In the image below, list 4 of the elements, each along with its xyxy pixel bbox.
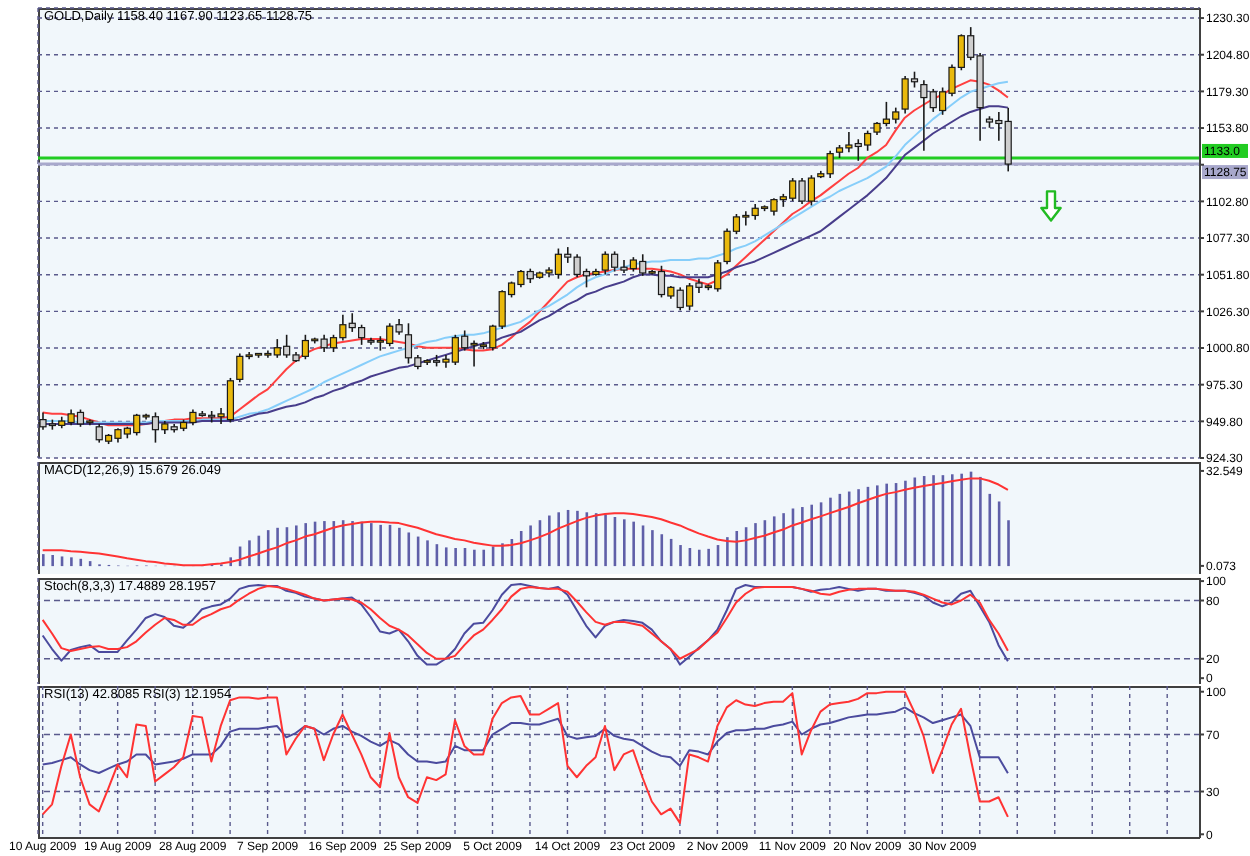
line-series	[41, 706, 1009, 775]
line-series	[41, 477, 1009, 567]
line-series	[41, 690, 1009, 824]
candlestick	[404, 322, 413, 365]
